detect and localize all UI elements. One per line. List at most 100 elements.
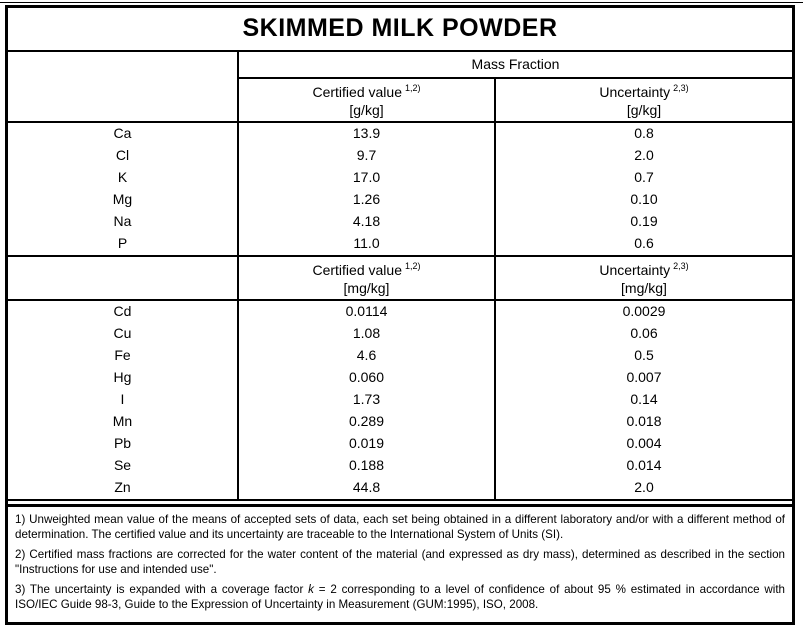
certified-value-cell: 0.188	[238, 455, 496, 477]
certified-value-cell: 44.8	[238, 477, 496, 500]
table-row: Zn 44.8 2.0	[8, 477, 792, 500]
certified-value-cell: 0.289	[238, 411, 496, 433]
certified-value-label: Certified value 1,2)	[239, 81, 494, 102]
certified-value-cell: 0.060	[238, 367, 496, 389]
uncertainty-text: Uncertainty	[599, 84, 671, 100]
footnote-3-after: = 2 corresponding to a level of confiden…	[15, 583, 786, 611]
uncertainty-header-mgkg: Uncertainty 2,3) [mg/kg]	[495, 255, 792, 301]
uncertainty-cell: 0.007	[626, 369, 662, 386]
gkg-rows: Ca 13.9 0.8 Cl 9.7 2.0 K 17.0 0.7 Mg 1.26 0.10 Na 4.1…	[8, 122, 792, 256]
column-header-row-gkg: Certified value 1,2) [g/kg] Uncertainty 2,…	[8, 78, 792, 123]
table-header: SKIMMED MILK POWDER Mass Fraction Certif…	[8, 8, 792, 123]
uncertainty-header-gkg: Uncertainty 2,3) [g/kg]	[495, 78, 792, 123]
element-cell: Pb	[8, 433, 239, 455]
element-cell: Cd	[8, 300, 239, 323]
table-row: Cd 0.0114 0.0029	[8, 300, 792, 323]
title-row: SKIMMED MILK POWDER	[8, 8, 792, 52]
element-cell: P	[8, 233, 239, 256]
uncertainty-cell: 0.018	[626, 413, 662, 430]
mgkg-rows: Cd 0.0114 0.0029 Cu 1.08 0.06 Fe 4.6 0.5 Hg 0.060 0…	[8, 300, 792, 500]
uncertainty-cell: 0.06	[630, 325, 658, 342]
uncertainty-cell: 0.014	[626, 457, 662, 474]
element-cell: I	[8, 389, 239, 411]
footnote-1: 1) Unweighted mean value of the means of…	[15, 513, 785, 541]
unit-label-mgkg-2: [mg/kg]	[621, 279, 667, 296]
uncertainty-cell: 0.6	[634, 235, 654, 252]
unit-label-mgkg: [mg/kg]	[343, 279, 390, 296]
element-cell: Na	[8, 211, 239, 233]
uncertainty-label: Uncertainty 2,3)	[496, 81, 792, 102]
certified-value-cell: 1.08	[238, 323, 496, 345]
table-row: Se 0.188 0.014	[8, 455, 792, 477]
unit-label-gkg-2: [g/kg]	[626, 101, 662, 118]
certificate-frame: SKIMMED MILK POWDER Mass Fraction Certif…	[5, 5, 795, 625]
certified-value-cell: 13.9	[238, 122, 496, 145]
footnote-3-before: 3) The uncertainty is expanded with a co…	[15, 583, 309, 596]
uncertainty-cell: 0.8	[634, 125, 654, 142]
footnotes: 1) Unweighted mean value of the means of…	[8, 504, 792, 621]
certified-value-text-mgkg: Certified value	[312, 262, 402, 278]
element-cell: Zn	[8, 477, 239, 500]
uncertainty-cell: 0.5	[634, 347, 654, 364]
element-cell: Ca	[8, 122, 239, 145]
certified-value-cell: 4.6	[238, 345, 496, 367]
footnote-ref-12: 1,2)	[404, 83, 421, 94]
element-cell: Fe	[8, 345, 239, 367]
table-row: Ca 13.9 0.8	[8, 122, 792, 145]
certified-value-cell: 9.7	[238, 145, 496, 167]
uncertainty-label-mgkg: Uncertainty 2,3)	[496, 259, 792, 280]
table-row: Fe 4.6 0.5	[8, 345, 792, 367]
table-row: P 11.0 0.6	[8, 233, 792, 256]
table-row: Mg 1.26 0.10	[8, 189, 792, 211]
uncertainty-cell: 0.14	[630, 391, 658, 408]
footnote-2: 2) Certified mass fractions are correcte…	[15, 548, 785, 576]
group-header-row: Mass Fraction	[8, 51, 792, 123]
empty-corner-cell	[8, 51, 239, 123]
table-row: Hg 0.060 0.007	[8, 367, 792, 389]
footnote-ref-23: 2,3)	[673, 83, 689, 94]
element-cell: Se	[8, 455, 239, 477]
certified-value-header-gkg: Certified value 1,2) [g/kg]	[238, 78, 496, 123]
footnote-ref-23-mgkg: 2,3)	[673, 261, 689, 272]
certified-value-cell: 4.18	[238, 211, 496, 233]
footnote-3: 3) The uncertainty is expanded with a co…	[15, 582, 785, 612]
element-cell: Mn	[8, 411, 239, 433]
table-row: Pb 0.019 0.004	[8, 433, 792, 455]
uncertainty-cell: 0.0029	[622, 303, 666, 320]
footnote-ref-12-mgkg: 1,2)	[404, 261, 421, 272]
uncertainty-cell: 0.7	[634, 169, 654, 186]
table-row: I 1.73 0.14	[8, 389, 792, 411]
element-cell: Cl	[8, 145, 239, 167]
element-cell: Cu	[8, 323, 239, 345]
table-row: Cl 9.7 2.0	[8, 145, 792, 167]
column-header-row-mgkg: Certified value 1,2) [mg/kg] Uncertainty 2…	[8, 255, 792, 301]
uncertainty-cell: 2.0	[634, 147, 654, 164]
unit-label-gkg: [g/kg]	[349, 101, 384, 118]
certified-value-cell: 0.0114	[238, 300, 496, 323]
table-row: Na 4.18 0.19	[8, 211, 792, 233]
page-title: SKIMMED MILK POWDER	[8, 8, 792, 52]
certified-value-cell: 1.73	[238, 389, 496, 411]
table-row: Cu 1.08 0.06	[8, 323, 792, 345]
certified-values-table: SKIMMED MILK POWDER Mass Fraction Certif…	[8, 8, 792, 501]
section-header-mgkg: Certified value 1,2) [mg/kg] Uncertainty 2…	[8, 255, 792, 301]
uncertainty-cell: 0.10	[630, 191, 658, 208]
certified-value-text: Certified value	[312, 84, 402, 100]
certified-value-label-mgkg: Certified value 1,2)	[239, 259, 494, 280]
uncertainty-cell: 2.0	[634, 479, 654, 496]
certified-value-cell: 1.26	[238, 189, 496, 211]
uncertainty-text-mgkg: Uncertainty	[599, 262, 671, 278]
empty-cell-mgkg	[8, 255, 239, 301]
certified-value-cell: 17.0	[238, 167, 496, 189]
table-row: K 17.0 0.7	[8, 167, 792, 189]
element-cell: Mg	[8, 189, 239, 211]
element-cell: K	[8, 167, 239, 189]
footnote-3-k-italic: k	[308, 583, 314, 596]
certified-value-cell: 11.0	[238, 233, 496, 256]
uncertainty-cell: 0.004	[626, 435, 662, 452]
page-top-rule	[0, 2, 803, 3]
mass-fraction-header: Mass Fraction	[238, 51, 792, 79]
certified-value-header-mgkg: Certified value 1,2) [mg/kg]	[238, 255, 496, 301]
uncertainty-cell: 0.19	[630, 213, 658, 230]
table-row: Mn 0.289 0.018	[8, 411, 792, 433]
